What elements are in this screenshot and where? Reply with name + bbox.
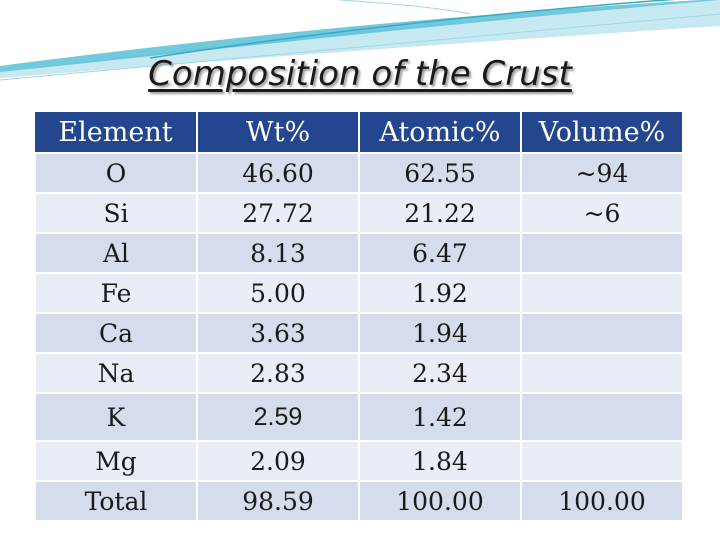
column-header-element: Element bbox=[35, 112, 198, 153]
atomic-cell: 62.55 bbox=[358, 152, 522, 194]
decorative-swoosh bbox=[0, 0, 720, 81]
column-header-atomic: Atomic% bbox=[359, 112, 522, 153]
atomic-cell: 1.42 bbox=[358, 392, 522, 442]
wt-cell: 2.59 bbox=[196, 392, 360, 442]
volume-cell: ~6 bbox=[520, 192, 684, 234]
element-cell: K bbox=[34, 392, 198, 442]
table-row: Na 2.83 2.34 bbox=[34, 352, 684, 394]
composition-table: Element Wt% Atomic% Volume% O 46.60 62.5… bbox=[34, 112, 684, 522]
atomic-cell: 1.92 bbox=[358, 272, 522, 314]
table-row: K 2.59 1.42 bbox=[34, 392, 684, 442]
atomic-cell: 21.22 bbox=[358, 192, 522, 234]
wt-cell: 3.63 bbox=[196, 312, 360, 354]
volume-cell bbox=[520, 312, 684, 354]
volume-cell bbox=[520, 440, 684, 482]
element-cell: Total bbox=[34, 480, 198, 522]
volume-cell bbox=[520, 232, 684, 274]
wt-cell: 8.13 bbox=[196, 232, 360, 274]
atomic-cell: 2.34 bbox=[358, 352, 522, 394]
table-row: O 46.60 62.55 ~94 bbox=[34, 152, 684, 194]
table-row: Si 27.72 21.22 ~6 bbox=[34, 192, 684, 234]
page-title: Composition of the Crust bbox=[148, 54, 572, 94]
atomic-cell: 6.47 bbox=[358, 232, 522, 274]
table-row: Al 8.13 6.47 bbox=[34, 232, 684, 274]
wt-cell: 2.83 bbox=[196, 352, 360, 394]
element-cell: Si bbox=[34, 192, 198, 234]
volume-cell bbox=[520, 352, 684, 394]
element-cell: Mg bbox=[34, 440, 198, 482]
atomic-cell: 100.00 bbox=[358, 480, 522, 522]
element-cell: O bbox=[34, 152, 198, 194]
element-cell: Fe bbox=[34, 272, 198, 314]
volume-cell: ~94 bbox=[520, 152, 684, 194]
table-row-total: Total 98.59 100.00 100.00 bbox=[34, 480, 684, 522]
table-header-row: Element Wt% Atomic% Volume% bbox=[35, 112, 684, 153]
element-cell: Ca bbox=[34, 312, 198, 354]
wt-cell: 46.60 bbox=[196, 152, 360, 194]
table-row: Fe 5.00 1.92 bbox=[34, 272, 684, 314]
table-row: Mg 2.09 1.84 bbox=[34, 440, 684, 482]
column-header-volume: Volume% bbox=[521, 112, 684, 153]
column-header-wt: Wt% bbox=[197, 112, 360, 153]
volume-cell bbox=[520, 392, 684, 442]
wt-cell: 27.72 bbox=[196, 192, 360, 234]
wt-cell: 5.00 bbox=[196, 272, 360, 314]
atomic-cell: 1.84 bbox=[358, 440, 522, 482]
element-cell: Na bbox=[34, 352, 198, 394]
volume-cell: 100.00 bbox=[520, 480, 684, 522]
atomic-cell: 1.94 bbox=[358, 312, 522, 354]
wt-cell: 2.09 bbox=[196, 440, 360, 482]
wt-cell: 98.59 bbox=[196, 480, 360, 522]
volume-cell bbox=[520, 272, 684, 314]
table-row: Ca 3.63 1.94 bbox=[34, 312, 684, 354]
element-cell: Al bbox=[34, 232, 198, 274]
